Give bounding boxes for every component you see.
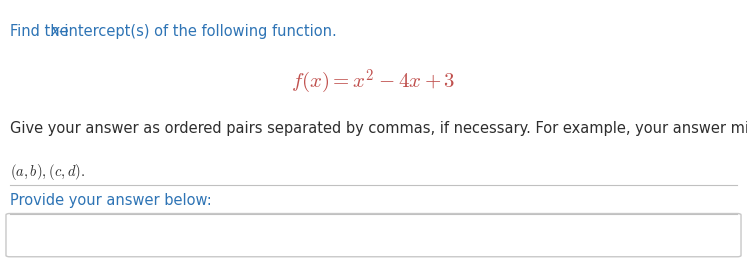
Text: Provide your answer below:: Provide your answer below: [10,193,211,208]
Text: $(a, b), (c, d).$: $(a, b), (c, d).$ [10,162,85,182]
Text: Find the: Find the [10,24,73,39]
Text: $f(x) = x^2 - 4x + 3$: $f(x) = x^2 - 4x + 3$ [291,68,456,96]
Text: Give your answer as ordered pairs separated by commas, if necessary. For example: Give your answer as ordered pairs separa… [10,121,747,135]
Text: x: x [51,24,60,39]
Text: -intercept(s) of the following function.: -intercept(s) of the following function. [59,24,337,39]
